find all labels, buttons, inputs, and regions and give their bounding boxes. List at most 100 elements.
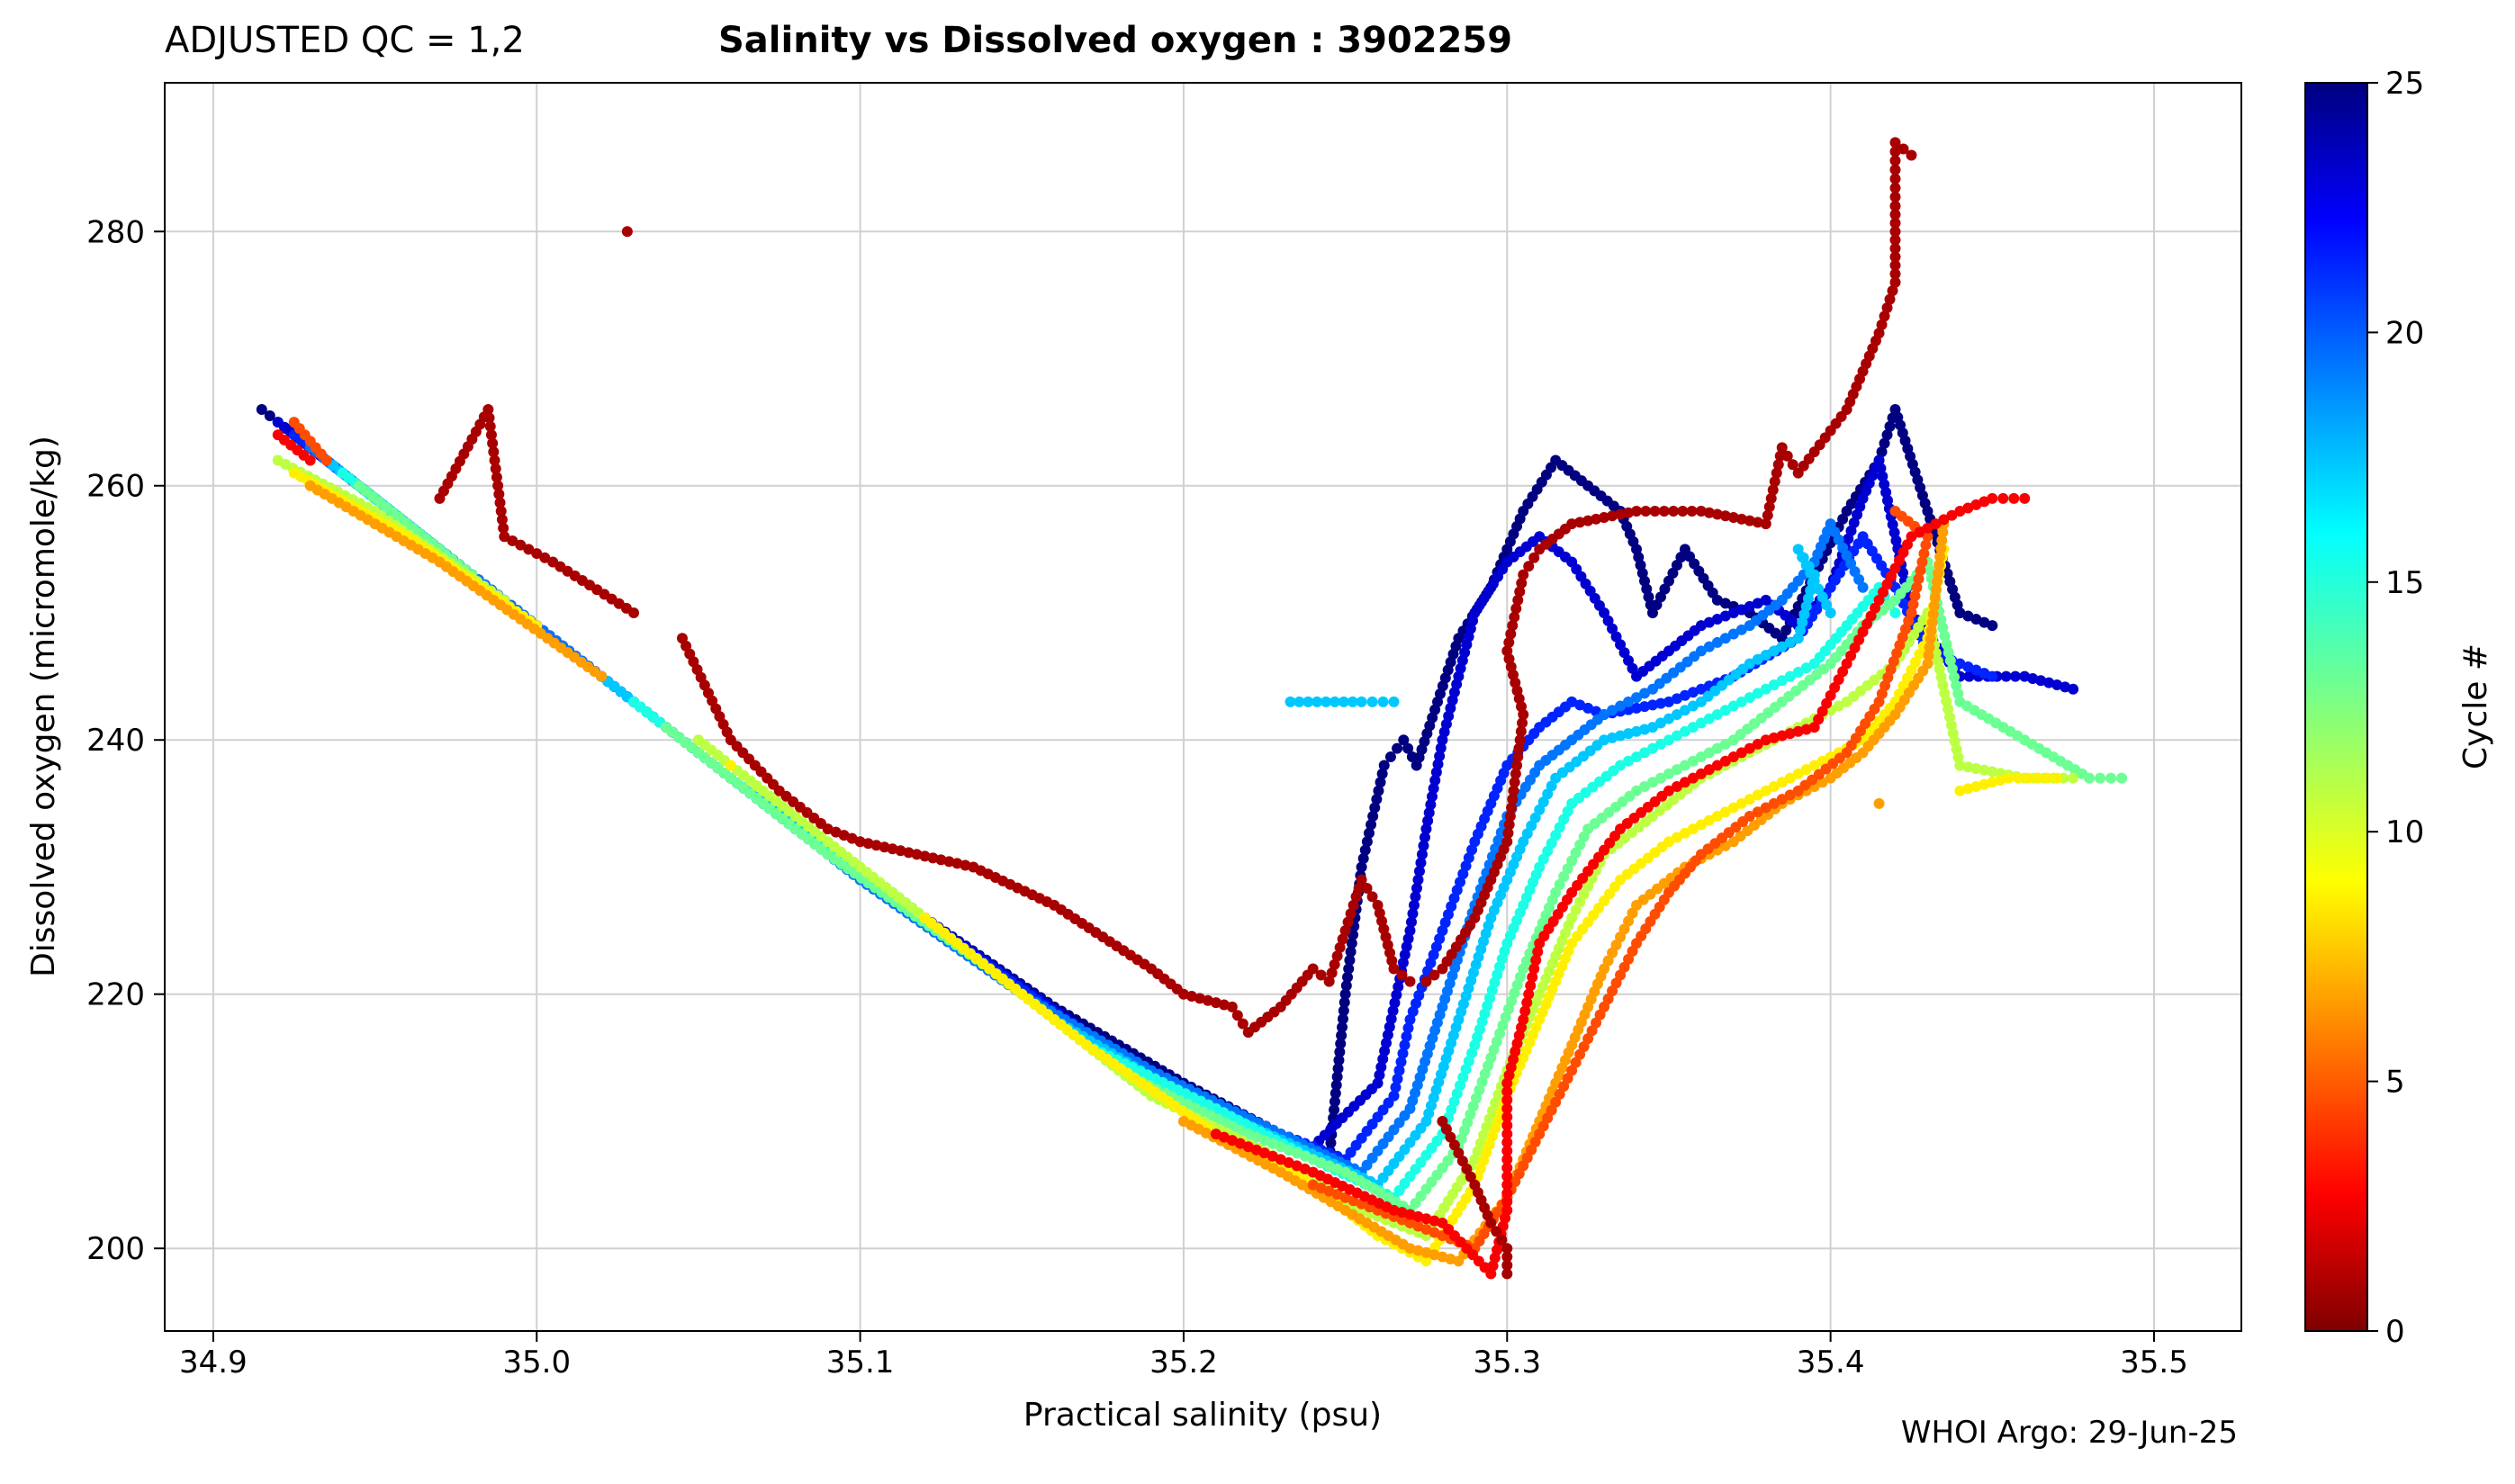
data-point — [1962, 783, 1974, 795]
data-point — [1752, 789, 1763, 801]
data-point — [1898, 143, 1909, 155]
data-point — [1283, 1144, 1294, 1156]
data-point — [1435, 742, 1447, 754]
data-point — [1521, 997, 1533, 1009]
data-point — [2068, 683, 2079, 695]
data-point — [1416, 849, 1428, 860]
data-point — [1218, 999, 1230, 1011]
data-point — [1345, 946, 1357, 958]
data-point — [1420, 1213, 1432, 1225]
data-point — [1889, 243, 1901, 255]
data-point — [1501, 1251, 1513, 1263]
data-point — [1887, 285, 1898, 297]
data-point — [935, 854, 947, 866]
data-point — [1554, 878, 1565, 890]
data-point — [1857, 626, 1869, 638]
data-point — [1951, 679, 1962, 691]
data-point — [1615, 700, 1627, 712]
data-point — [1873, 594, 1885, 606]
data-point — [2019, 670, 2031, 682]
data-point — [1578, 1040, 1590, 1052]
data-point — [1275, 1154, 1286, 1165]
data-point — [485, 429, 497, 441]
data-point — [1654, 717, 1666, 729]
data-point — [1562, 863, 1573, 875]
data-point — [1562, 805, 1573, 817]
data-point — [1784, 670, 1796, 682]
data-point — [1582, 702, 1594, 714]
data-point — [1639, 701, 1651, 713]
data-point — [1695, 683, 1707, 695]
data-point — [1323, 1185, 1335, 1197]
data-point — [1784, 728, 1796, 740]
data-point — [1331, 1189, 1343, 1201]
data-point — [1387, 1005, 1399, 1017]
data-point — [838, 830, 850, 841]
data-point — [1420, 1224, 1432, 1236]
data-point — [1735, 747, 1747, 759]
data-point — [1542, 845, 1554, 857]
data-point — [1768, 732, 1780, 743]
x-tick-label: 35.1 — [826, 1345, 895, 1381]
data-point — [487, 437, 499, 449]
data-point — [1512, 594, 1524, 606]
data-point — [1873, 797, 1885, 809]
data-point — [911, 849, 923, 860]
data-point — [1808, 575, 1820, 587]
data-point — [1744, 692, 1755, 704]
data-point — [1954, 505, 1966, 517]
data-point — [507, 535, 518, 546]
data-point — [1258, 1147, 1270, 1159]
data-point — [1687, 755, 1699, 767]
data-point — [1503, 819, 1515, 831]
data-point — [1618, 961, 1630, 973]
data-point — [1501, 1187, 1513, 1199]
data-point — [1519, 1005, 1531, 1017]
data-point — [1631, 751, 1643, 763]
data-point — [1651, 599, 1663, 611]
data-point — [1776, 794, 1788, 805]
data-point — [1768, 781, 1780, 793]
data-point — [1323, 1160, 1335, 1172]
data-point — [1735, 797, 1747, 809]
data-point — [1615, 931, 1627, 943]
data-point — [1927, 608, 1939, 620]
data-point — [1610, 631, 1622, 643]
data-point — [1639, 781, 1651, 793]
data-point — [1784, 789, 1796, 801]
data-point — [1507, 794, 1519, 805]
data-point — [1913, 573, 1925, 585]
data-point — [1291, 1160, 1303, 1172]
data-point — [1373, 785, 1384, 796]
data-point — [1342, 916, 1354, 928]
data-point — [1294, 696, 1305, 707]
data-point — [1906, 149, 1917, 161]
data-point — [1918, 548, 1930, 560]
data-point — [1675, 552, 1687, 563]
data-point — [1890, 535, 1902, 546]
data-point — [1582, 515, 1594, 526]
data-point — [1873, 454, 1885, 466]
data-point — [903, 847, 915, 859]
data-point — [1898, 598, 1909, 609]
data-point — [1970, 499, 1982, 510]
data-point — [1307, 1154, 1319, 1165]
data-point — [1413, 866, 1425, 877]
data-point — [1889, 182, 1901, 193]
data-point — [1784, 772, 1796, 784]
data-point — [1510, 603, 1522, 615]
data-point — [1671, 708, 1682, 720]
data-point — [1841, 550, 1852, 562]
data-point — [1979, 496, 1990, 508]
data-point — [1654, 697, 1666, 709]
data-point — [1727, 700, 1739, 712]
data-point — [1525, 980, 1537, 992]
data-point — [1853, 634, 1865, 645]
data-point — [1388, 963, 1400, 975]
data-point — [1631, 505, 1643, 517]
data-point — [1532, 946, 1544, 958]
data-point — [1879, 437, 1890, 449]
data-point — [1607, 985, 1618, 997]
data-point — [1396, 969, 1408, 981]
data-point — [1420, 1246, 1432, 1258]
